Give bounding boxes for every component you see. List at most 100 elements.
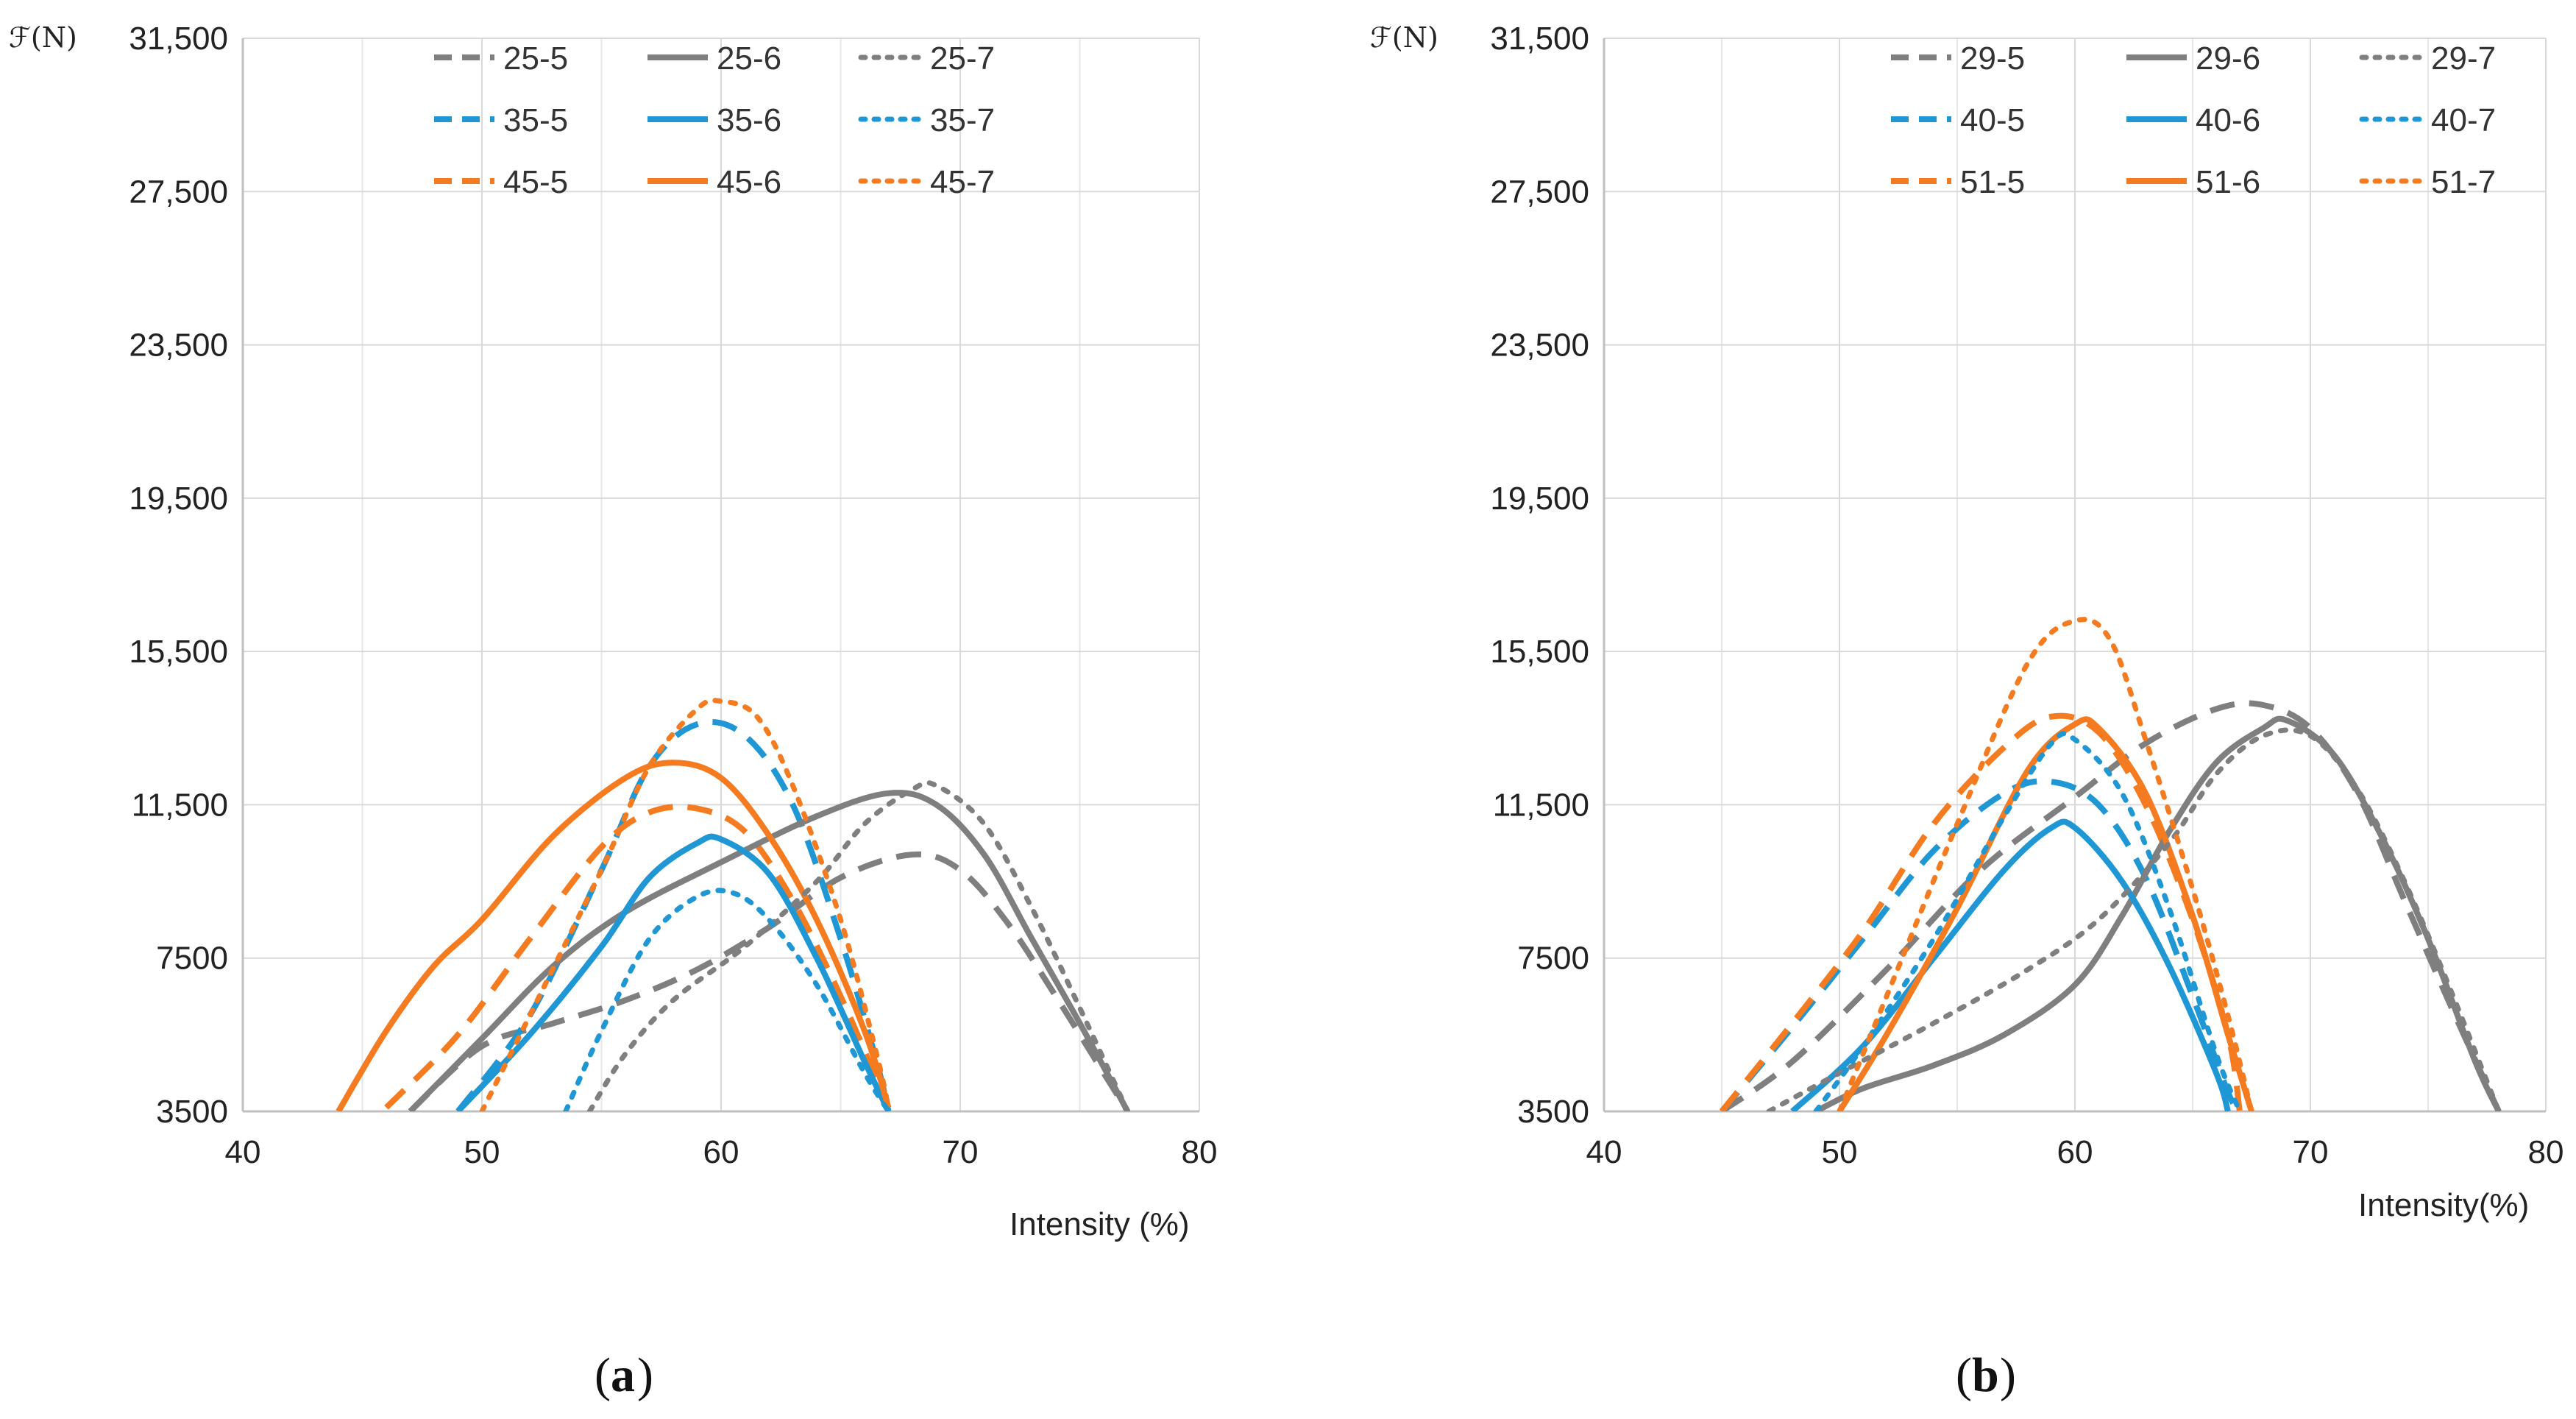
chart-b-legend-label: 40-7 [2431,102,2496,138]
chart-a-ytick-label: 11,500 [132,787,228,823]
chart-a-legend-item: 35-5 [434,102,568,138]
chart-b-ytick-label: 3500 [1517,1094,1589,1130]
chart-b-ytick-label: 11,500 [1493,787,1589,823]
chart-b-series-40-6 [1790,818,2231,1111]
chart-a-ytick-label: 23,500 [129,328,228,364]
chart-a-legend-label: 35-6 [717,102,781,138]
chart-b-series-29-5 [1720,700,2502,1111]
chart-b-legend-item: 51-7 [2359,164,2496,200]
chart-a-xtick-label: 60 [703,1134,739,1170]
chart-a-legend-label: 25-7 [930,40,995,77]
chart-a-ylabel: ℱ(N) [9,21,77,54]
chart-b: 40 50 60 70 80 3500 7500 11,500 15,500 19,500 23,5… [1370,21,2563,1223]
chart-a-xtick-label: 70 [943,1134,979,1170]
chart-a-series-25-6 [408,790,1131,1111]
chart-a-legend-item: 45-6 [647,164,781,200]
chart-b-xtick-label: 50 [1822,1134,1858,1170]
chart-a-legend-label: 25-5 [503,40,568,77]
chart-b-legend-item: 40-7 [2359,102,2496,138]
chart-a-legend-item: 25-6 [647,40,781,77]
chart-a-series-45-6 [336,760,892,1111]
chart-a-series-35-7 [563,888,891,1111]
chart-a-ticks: 40 50 60 70 80 3500 7500 11,500 15,500 19,500 23,5… [129,21,1217,1170]
chart-b-legend-label: 40-6 [2196,102,2260,138]
chart-a-ytick-label: 3500 [156,1094,228,1130]
caption-b-close-paren: ) [2000,1348,2016,1402]
chart-b-ytick-label: 31,500 [1490,21,1589,57]
chart-b-legend-label: 51-5 [1960,164,2025,200]
caption-b: ( b ) [1956,1348,2016,1402]
chart-b-xtick-label: 80 [2528,1134,2564,1170]
caption-a-letter: a [611,1348,635,1402]
chart-b-ticks: 40 50 60 70 80 3500 7500 11,500 15,500 19,500 23,5… [1490,21,2563,1170]
chart-b-legend: 29-5 40-5 51-5 29-6 40-6 51-6 29-7 40-7 51-7 [1891,40,2496,200]
chart-b-legend-label: 29-5 [1960,40,2025,77]
chart-b-ylabel: ℱ(N) [1370,21,1438,54]
chart-b-series-51-7 [1837,617,2254,1111]
chart-b-xlabel: Intensity(%) [2358,1187,2529,1223]
chart-a-series-25-5 [408,851,1130,1111]
chart-b-legend-item: 29-7 [2359,40,2496,77]
caption-b-letter: b [1972,1348,1999,1402]
chart-b-series [1719,617,2502,1111]
chart-b-legend-label: 29-7 [2431,40,2496,77]
chart-b-series-40-7 [1813,731,2243,1111]
chart-a-legend-label: 35-5 [503,102,568,138]
chart-b-series-51-6 [1837,716,2254,1111]
chart-b-xtick-label: 60 [2057,1134,2093,1170]
chart-a-series-45-5 [384,804,892,1110]
chart-b-series-40-5 [1719,778,2243,1111]
chart-a-series-25-7 [586,779,1130,1111]
chart-a-ytick-label: 15,500 [129,634,228,670]
caption-b-open-paren: ( [1956,1348,1972,1402]
chart-b-legend-label: 40-5 [1960,102,2025,138]
chart-a-series-35-6 [455,833,892,1111]
chart-a-legend-label: 25-6 [717,40,781,77]
chart-a-ytick-label: 7500 [156,941,228,977]
chart-b-gridlines [1603,38,2547,1113]
chart-b-series-51-5 [1719,712,2243,1111]
chart-a-series-45-7 [479,697,891,1111]
chart-b-legend-label: 51-6 [2196,164,2260,200]
chart-b-series-29-7 [1766,727,2502,1111]
chart-b-legend-label: 29-6 [2196,40,2260,77]
chart-a-legend-label: 45-5 [503,164,568,200]
chart-a-legend-item: 45-5 [434,164,568,200]
chart-a-series [336,697,1131,1111]
chart-b-ytick-label: 27,500 [1490,174,1589,210]
chart-b-ytick-label: 7500 [1517,941,1589,977]
chart-a-legend-label: 45-7 [930,164,995,200]
chart-b-legend-label: 51-7 [2431,164,2496,200]
chart-a-xlabel: Intensity (%) [1010,1206,1190,1242]
chart-b-legend-item: 51-6 [2126,164,2260,200]
chart-a-legend-label: 35-7 [930,102,995,138]
chart-a-ytick-label: 31,500 [129,21,228,57]
chart-a-xtick-label: 80 [1182,1134,1218,1170]
chart-a-ytick-label: 27,500 [129,174,228,210]
chart-a-xtick-label: 40 [225,1134,261,1170]
chart-b-ytick-label: 23,500 [1490,328,1589,364]
caption-a: ( a ) [595,1348,653,1402]
chart-a-legend-item: 35-7 [858,102,995,138]
chart-a-legend-item: 45-7 [858,164,995,200]
chart-a-series-35-5 [455,718,892,1111]
chart-b-xtick-label: 40 [1586,1134,1622,1170]
caption-a-close-paren: ) [637,1348,653,1402]
chart-b-legend-item: 29-5 [1891,40,2025,77]
chart-a-legend: 25-5 35-5 45-5 25-6 35-6 45-6 25-7 35-7 45-7 [434,40,995,200]
chart-a-ytick-label: 19,500 [129,481,228,517]
chart-a: 40 50 60 70 80 3500 7500 11,500 15,500 19,500 23,5… [9,21,1217,1242]
chart-a-xtick-label: 50 [464,1134,500,1170]
chart-b-legend-item: 29-6 [2126,40,2260,77]
caption-a-open-paren: ( [595,1348,611,1402]
chart-a-legend-label: 45-6 [717,164,781,200]
chart-a-legend-item: 25-7 [858,40,995,77]
chart-b-xtick-label: 70 [2293,1134,2329,1170]
chart-a-gridlines [241,38,1200,1113]
chart-b-legend-item: 40-5 [1891,102,2025,138]
chart-b-legend-item: 51-5 [1891,164,2025,200]
chart-a-legend-item: 25-5 [434,40,568,77]
chart-b-ytick-label: 15,500 [1490,634,1589,670]
chart-b-ytick-label: 19,500 [1490,481,1589,517]
